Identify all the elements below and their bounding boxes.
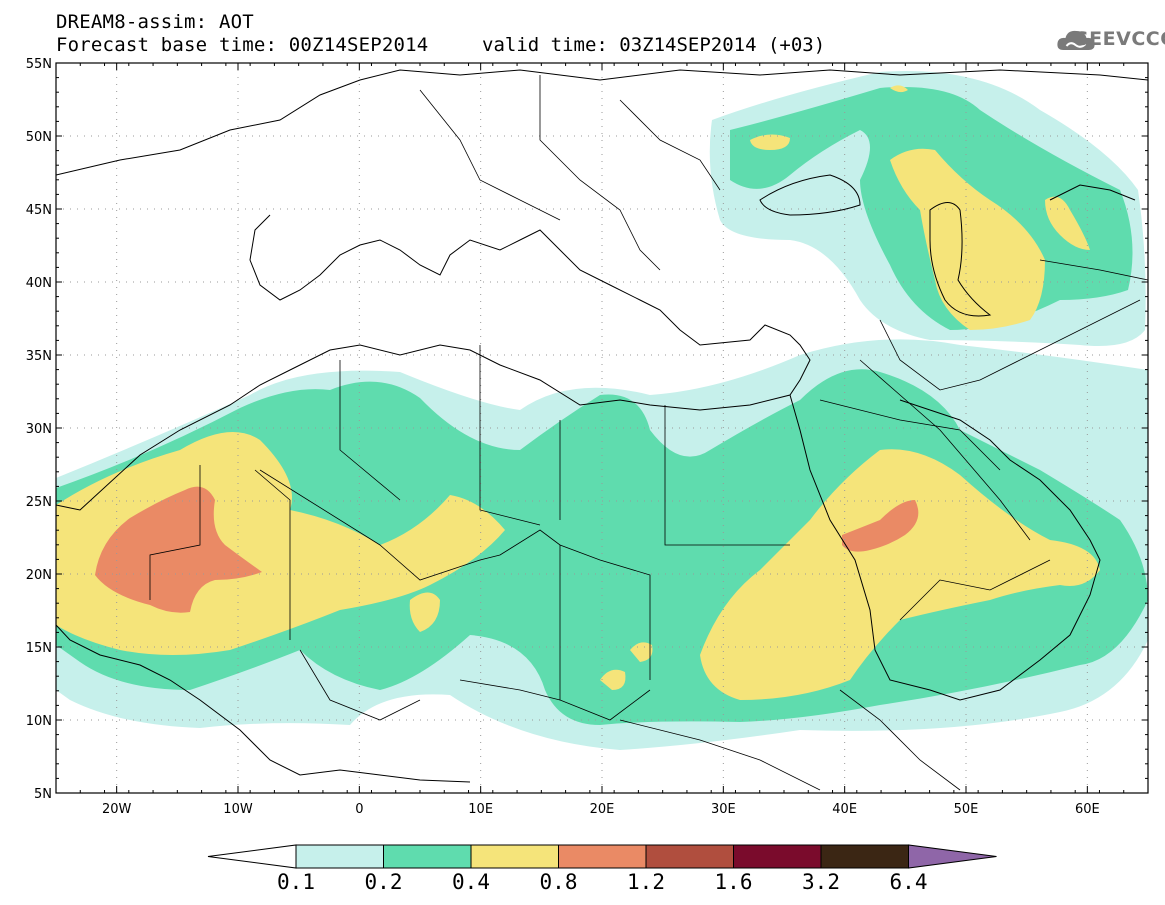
colorbar-box — [645, 844, 734, 869]
lon-label: 40E — [832, 802, 857, 817]
colorbar-box — [558, 844, 647, 869]
lon-label: 50E — [954, 802, 979, 817]
lon-label: 0 — [355, 802, 363, 817]
colorbar-box — [383, 844, 472, 869]
lon-label: 10W — [223, 802, 253, 817]
lat-label: 50N — [26, 130, 52, 145]
colorbar-label: 1.6 — [715, 870, 753, 894]
lat-label: 20N — [26, 568, 52, 583]
colorbar-label: 6.4 — [890, 870, 928, 894]
colorbar-label: 0.8 — [540, 870, 578, 894]
colorbar: 0.1 0.2 0.4 0.8 1.2 1.6 3.2 6.4 — [207, 844, 997, 894]
map-grid — [56, 63, 1148, 793]
lat-label: 15N — [26, 641, 52, 656]
colorbar-label: 0.1 — [277, 870, 315, 894]
lat-label: 45N — [26, 203, 52, 218]
lat-label: 25N — [26, 495, 52, 510]
colorbar-over-arrow — [908, 844, 997, 869]
lat-label: 30N — [26, 422, 52, 437]
lat-label: 5N — [34, 787, 52, 802]
cloud-logo-icon — [1057, 30, 1095, 50]
colorbar-box — [733, 844, 822, 869]
map-title: DREAM8-assim: AOT — [56, 11, 254, 33]
lon-label: 20W — [102, 802, 132, 817]
lon-label: 30E — [711, 802, 736, 817]
colorbar-label: 1.2 — [627, 870, 665, 894]
colorbar-label: 3.2 — [802, 870, 840, 894]
lat-label: 55N — [26, 57, 52, 72]
map-coastlines — [56, 69, 1148, 783]
colorbar-label: 0.2 — [365, 870, 403, 894]
colorbar-box — [470, 844, 559, 869]
colorbar-under-arrow — [207, 844, 297, 869]
forecast-base-time: Forecast base time: 00Z14SEP2014 — [56, 34, 429, 56]
colorbar-box — [295, 844, 384, 869]
colorbar-box — [820, 844, 909, 869]
lon-label: 20E — [590, 802, 615, 817]
lat-label: 40N — [26, 276, 52, 291]
lon-label: 60E — [1075, 802, 1100, 817]
colorbar-label: 0.4 — [452, 870, 490, 894]
lat-label: 10N — [26, 714, 52, 729]
map-borders — [149, 75, 1148, 791]
lon-label: 10E — [468, 802, 493, 817]
valid-time: valid time: 03Z14SEP2014 (+03) — [482, 34, 826, 56]
aot-field — [56, 71, 1148, 750]
logo-text: SEEVCCC — [1075, 28, 1165, 50]
lat-label: 35N — [26, 349, 52, 364]
